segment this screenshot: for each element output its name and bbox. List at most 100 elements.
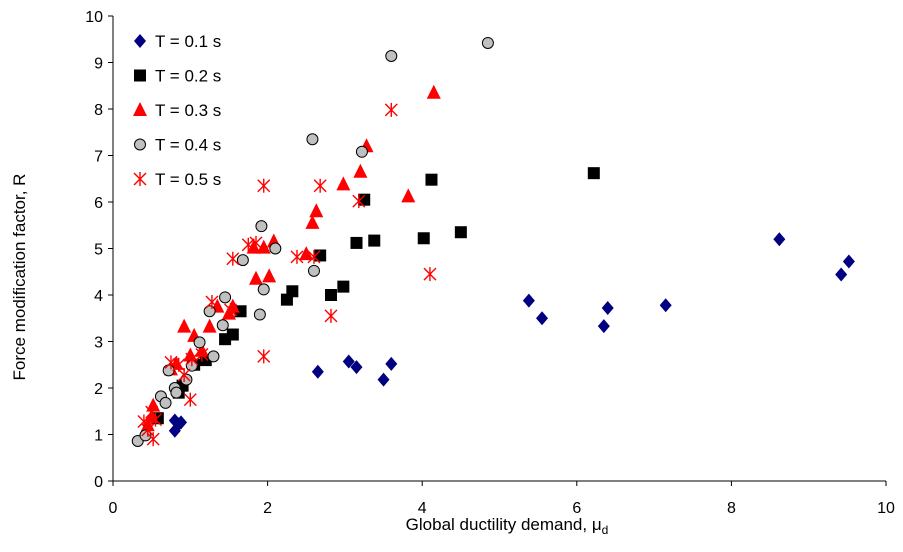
data-point-diamond bbox=[835, 267, 848, 282]
data-point-square bbox=[337, 280, 350, 293]
series-2 bbox=[151, 167, 600, 425]
legend-marker-triangle bbox=[133, 102, 147, 116]
data-point-star bbox=[307, 249, 321, 264]
data-point-square bbox=[314, 249, 327, 262]
data-point-circle bbox=[257, 283, 270, 296]
data-point-diamond bbox=[659, 298, 672, 313]
data-point-star bbox=[290, 249, 304, 264]
data-point-circle bbox=[236, 254, 249, 267]
legend-label: T = 0.1 s bbox=[155, 32, 221, 51]
y-tick-label: 8 bbox=[94, 102, 103, 119]
data-point-circle bbox=[207, 350, 220, 363]
data-point-circle bbox=[219, 291, 232, 304]
data-point-square bbox=[350, 236, 363, 249]
data-point-diamond bbox=[773, 232, 786, 247]
data-point-diamond bbox=[842, 254, 855, 269]
series-3 bbox=[140, 84, 441, 432]
data-point-star bbox=[183, 392, 197, 407]
legend-label: T = 0.2 s bbox=[155, 67, 221, 86]
y-tick-label: 9 bbox=[94, 56, 103, 73]
data-point-triangle bbox=[249, 270, 264, 285]
data-point-triangle bbox=[353, 163, 368, 178]
data-point-star bbox=[205, 294, 219, 309]
data-point-triangle bbox=[299, 246, 314, 261]
data-point-star bbox=[195, 347, 209, 362]
data-point-diamond bbox=[311, 364, 324, 379]
y-tick-label: 2 bbox=[94, 381, 103, 398]
data-point-triangle bbox=[146, 397, 161, 412]
legend-marker-star bbox=[133, 172, 147, 186]
data-point-circle bbox=[307, 264, 320, 277]
data-point-triangle bbox=[256, 239, 271, 254]
data-point-square bbox=[417, 232, 430, 245]
y-tick-label: 5 bbox=[94, 242, 103, 259]
data-point-star bbox=[257, 178, 271, 193]
data-point-circle bbox=[193, 336, 206, 349]
data-point-square bbox=[587, 167, 600, 180]
data-point-diamond bbox=[536, 311, 549, 326]
x-tick-label: 6 bbox=[572, 500, 581, 517]
data-point-star bbox=[384, 102, 398, 117]
legend-label: T = 0.5 s bbox=[155, 170, 221, 189]
x-axis-title-symbol: μ bbox=[592, 515, 602, 534]
legend-marker-square bbox=[134, 69, 146, 82]
data-point-star bbox=[224, 302, 237, 317]
data-point-circle bbox=[216, 319, 229, 332]
data-point-circle bbox=[170, 386, 183, 399]
data-point-diamond bbox=[385, 356, 398, 371]
y-tick-label: 1 bbox=[94, 428, 103, 445]
legend-label: T = 0.4 s bbox=[155, 136, 221, 155]
data-point-square bbox=[286, 285, 299, 298]
legend: T = 0.1 s T = 0.2 s T = 0.3 s T = 0.4 s T = … bbox=[133, 32, 221, 189]
data-points bbox=[131, 36, 855, 448]
data-point-star bbox=[226, 251, 240, 266]
data-point-star bbox=[423, 267, 437, 282]
legend-label: T = 0.3 s bbox=[155, 101, 221, 120]
y-tick-label: 0 bbox=[94, 474, 103, 491]
data-point-triangle bbox=[183, 347, 198, 362]
data-point-circle bbox=[481, 36, 494, 49]
y-tick-label: 3 bbox=[94, 335, 103, 352]
x-tick-label: 0 bbox=[109, 500, 118, 517]
data-point-triangle bbox=[202, 318, 217, 333]
data-point-diamond bbox=[175, 415, 188, 430]
data-point-diamond bbox=[601, 301, 614, 316]
y-tick-label: 6 bbox=[94, 195, 103, 212]
legend-marker-diamond bbox=[134, 34, 146, 48]
data-point-circle bbox=[306, 133, 319, 146]
x-tick-label: 2 bbox=[263, 500, 272, 517]
data-point-star bbox=[313, 178, 327, 193]
data-point-star bbox=[185, 352, 199, 367]
data-point-star bbox=[146, 432, 160, 447]
x-tick-label: 8 bbox=[727, 500, 736, 517]
y-tick-label: 7 bbox=[94, 149, 103, 166]
y-tick-label: 4 bbox=[94, 288, 103, 305]
data-point-star bbox=[164, 355, 178, 370]
data-point-circle bbox=[355, 145, 368, 158]
data-point-circle bbox=[255, 220, 268, 233]
data-point-diamond bbox=[350, 360, 363, 375]
data-point-diamond bbox=[342, 354, 355, 369]
series-4 bbox=[131, 36, 494, 448]
y-axis-title: Force modification factor, R bbox=[10, 174, 29, 381]
data-point-circle bbox=[253, 308, 266, 321]
data-point-circle bbox=[269, 242, 282, 255]
data-point-star bbox=[249, 235, 263, 250]
x-axis-title: Global ductility demand, μd bbox=[406, 515, 609, 537]
data-point-triangle bbox=[262, 268, 277, 283]
data-point-star bbox=[149, 412, 163, 427]
x-axis-title-text: Global ductility demand, bbox=[406, 515, 592, 534]
legend-item: T = 0.4 s bbox=[134, 136, 221, 155]
legend-item: T = 0.2 s bbox=[134, 67, 221, 86]
legend-item: T = 0.3 s bbox=[133, 101, 221, 120]
data-point-circle bbox=[385, 49, 398, 62]
x-axis-title-subscript: d bbox=[602, 523, 609, 537]
data-point-circle bbox=[159, 396, 172, 409]
legend-item: T = 0.1 s bbox=[134, 32, 221, 51]
data-point-square bbox=[454, 226, 467, 239]
axes bbox=[108, 15, 887, 486]
data-point-star bbox=[257, 349, 271, 364]
x-tick-label: 4 bbox=[418, 500, 427, 517]
data-point-triangle bbox=[246, 239, 261, 254]
